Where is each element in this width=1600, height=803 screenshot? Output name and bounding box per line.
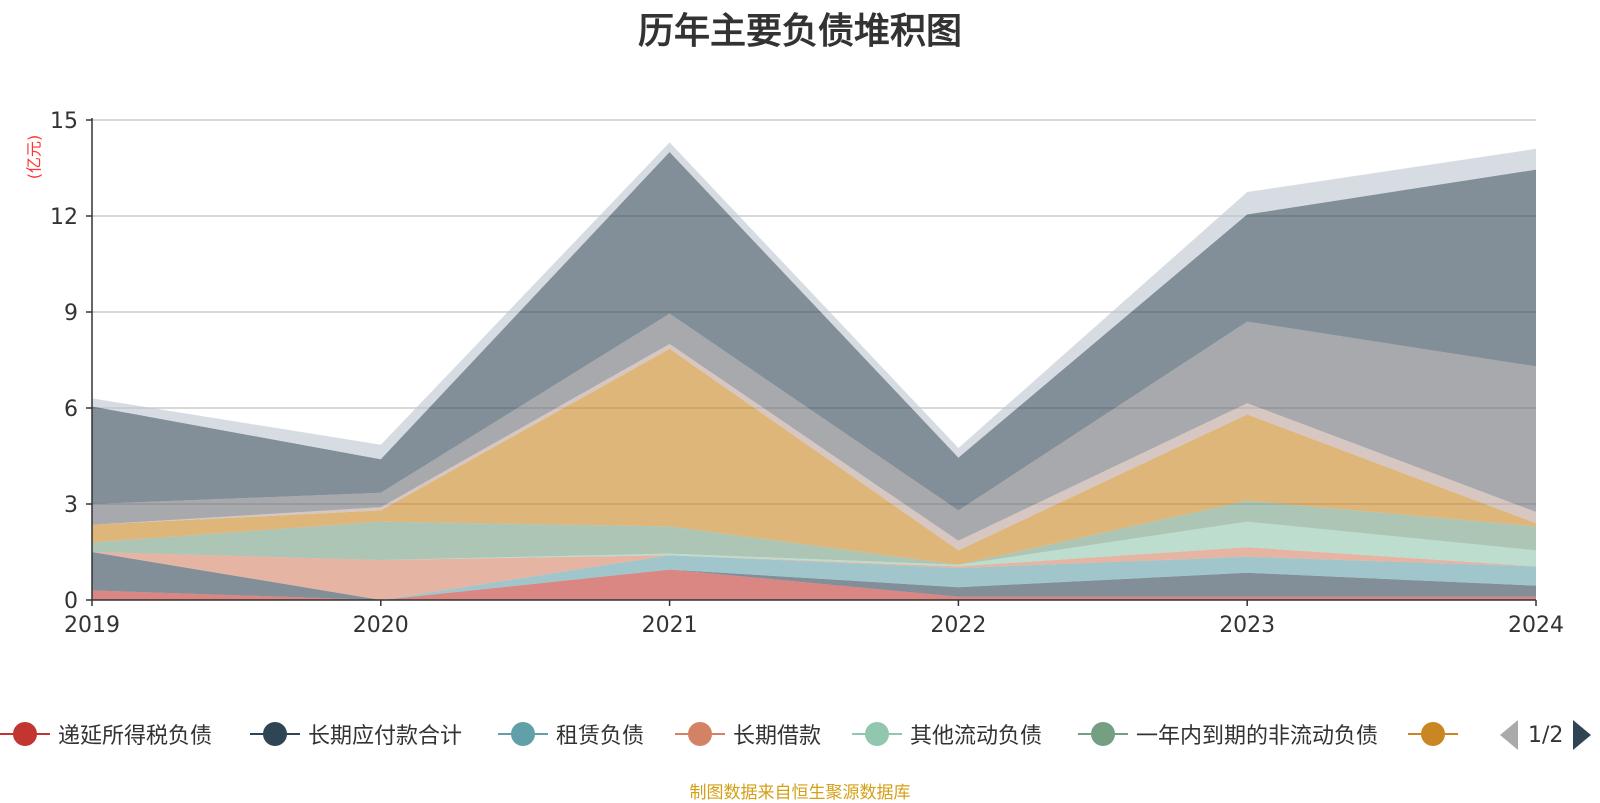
y-tick-label: 3 bbox=[64, 493, 78, 518]
x-tick-label: 2020 bbox=[353, 613, 409, 638]
legend-label: 长期应付款合计 bbox=[308, 724, 463, 749]
legend-label: 其他流动负债 bbox=[910, 724, 1043, 749]
area-series-7 bbox=[92, 348, 1536, 565]
x-tick-label: 2023 bbox=[1219, 613, 1275, 638]
legend-swatch bbox=[498, 714, 548, 754]
legend-swatch bbox=[1078, 714, 1128, 754]
chart-title: 历年主要负债堆积图 bbox=[637, 11, 962, 52]
legend-label: 长期借款 bbox=[733, 724, 822, 749]
legend-swatch bbox=[250, 714, 300, 754]
stacked-area-chart: 0 3 6 9 12 15 2019 2020 2021 2022 2023 2024 bbox=[50, 109, 1564, 638]
y-tick-label: 0 bbox=[64, 589, 78, 614]
source-note: 制图数据来自恒生聚源数据库 bbox=[689, 783, 911, 803]
area-series-6 bbox=[92, 500, 1536, 565]
legend-item[interactable]: 长期借款 bbox=[675, 714, 821, 754]
legend-item[interactable]: 递延所得税负债 bbox=[0, 714, 212, 754]
area-series-11 bbox=[92, 142, 1536, 460]
x-tick-label: 2019 bbox=[64, 613, 120, 638]
x-tick-label: 2021 bbox=[642, 613, 698, 638]
axes: 0 3 6 9 12 15 2019 2020 2021 2022 2023 2024 bbox=[50, 109, 1564, 638]
legend-item[interactable]: 一年内到期的非流动负债 bbox=[1078, 714, 1378, 754]
legend-item[interactable]: 租赁负债 bbox=[498, 714, 644, 754]
area-series-8 bbox=[92, 344, 1536, 551]
y-tick-label: 15 bbox=[50, 109, 78, 134]
area-series-3 bbox=[92, 552, 1536, 600]
area-series bbox=[92, 142, 1536, 600]
area-series-10 bbox=[92, 152, 1536, 511]
area-series-4 bbox=[92, 547, 1536, 600]
x-tick-label: 2022 bbox=[930, 613, 986, 638]
legend-next-page-button[interactable] bbox=[1573, 720, 1592, 750]
y-axis-unit-label: (亿元) bbox=[24, 134, 44, 180]
legend-label: 租赁负债 bbox=[556, 724, 645, 749]
area-series-2 bbox=[92, 552, 1536, 600]
area-series-9 bbox=[92, 313, 1536, 541]
x-tick-label: 2024 bbox=[1508, 613, 1564, 638]
legend-swatch bbox=[1408, 714, 1458, 754]
legend-prev-page-button[interactable] bbox=[1500, 720, 1518, 750]
y-tick-label: 12 bbox=[50, 205, 78, 230]
legend-swatch bbox=[852, 714, 902, 754]
area-series-5 bbox=[92, 521, 1536, 567]
legend-swatch bbox=[675, 714, 725, 754]
legend-swatch bbox=[0, 714, 50, 754]
legend-label: 递延所得税负债 bbox=[58, 724, 213, 749]
legend-item[interactable]: 其他流动负债 bbox=[852, 714, 1042, 754]
y-tick-label: 9 bbox=[64, 301, 78, 326]
legend-item[interactable]: 长期应付款合计 bbox=[250, 714, 462, 754]
area-series-1 bbox=[92, 569, 1536, 600]
legend-item[interactable] bbox=[1408, 714, 1458, 754]
legend-pager: 1/2 bbox=[1500, 718, 1592, 752]
legend: 递延所得税负债 长期应付款合计 租赁负债 长期借款 其他流动负债 一年内到期的非流动负债 bbox=[0, 714, 1600, 754]
legend-label: 一年内到期的非流动负债 bbox=[1136, 724, 1379, 749]
y-tick-label: 6 bbox=[64, 397, 78, 422]
legend-page-indicator: 1/2 bbox=[1528, 722, 1564, 748]
